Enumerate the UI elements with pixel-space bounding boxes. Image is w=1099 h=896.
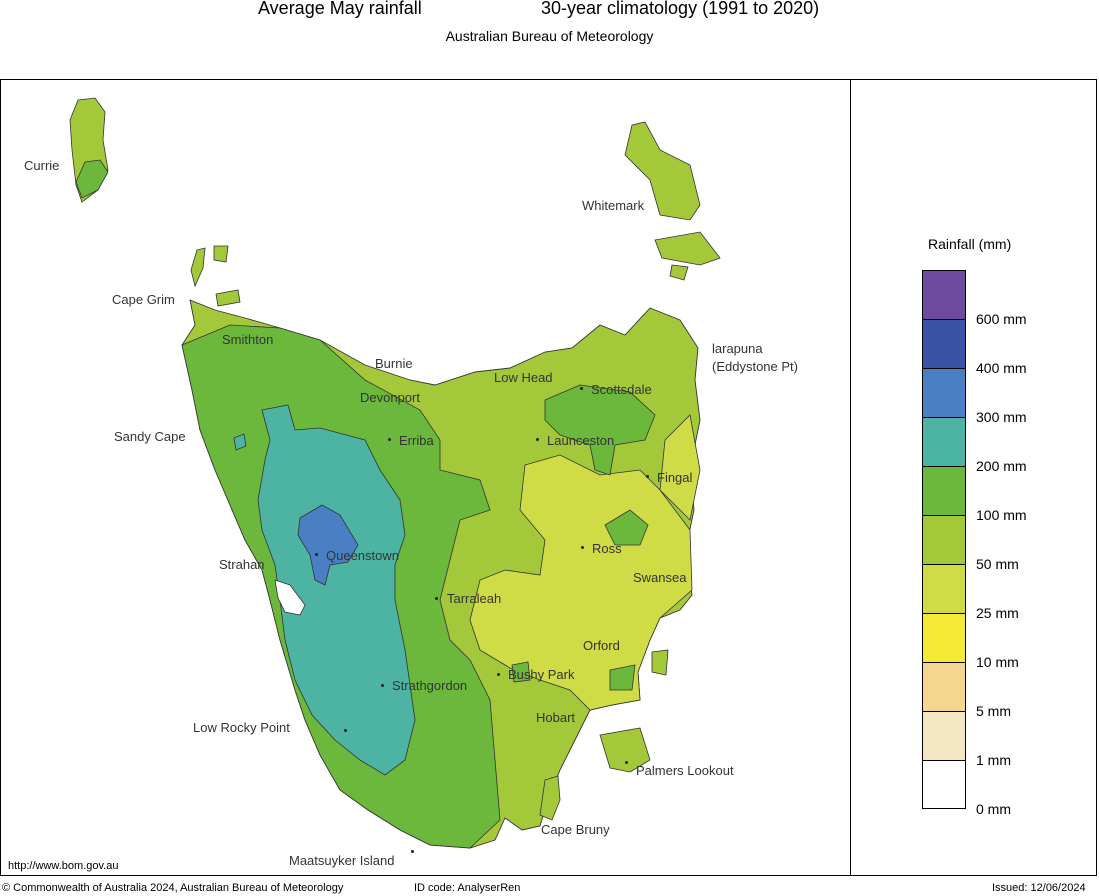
- label-whitemark: Whitemark: [582, 198, 645, 213]
- dot-scottsdale: [580, 387, 583, 390]
- label-scottsdale: Scottsdale: [591, 382, 652, 397]
- legend-label: 400 mm: [976, 360, 1027, 376]
- legend-label: 10 mm: [976, 654, 1019, 670]
- legend-swatch: [922, 466, 966, 515]
- legend-label: 200 mm: [976, 458, 1027, 474]
- label-strahan: Strahan: [219, 557, 265, 572]
- legend-label: 600 mm: [976, 311, 1027, 327]
- legend-label: 300 mm: [976, 409, 1027, 425]
- legend-swatch: [922, 662, 966, 711]
- legend-label: 25 mm: [976, 605, 1019, 621]
- legend-swatch: [922, 564, 966, 613]
- label-orford: Orford: [583, 638, 620, 653]
- id-code: ID code: AnalyserRen: [414, 882, 521, 894]
- dot-maatsuyker-island: [411, 850, 414, 853]
- legend-swatch: [922, 760, 966, 809]
- label-cape-grim: Cape Grim: [112, 292, 175, 307]
- label-devonport: Devonport: [360, 390, 420, 405]
- maria-island: [651, 649, 669, 676]
- dot-ross: [581, 546, 584, 549]
- map-period: 30-year climatology (1991 to 2020): [541, 0, 820, 18]
- label-tarraleah: Tarraleah: [447, 591, 502, 606]
- dot-fingal: [646, 475, 649, 478]
- dot-bushy-park: [497, 673, 500, 676]
- map-frame: [0, 79, 1097, 876]
- map-subtitle: Australian Bureau of Meteorology: [445, 28, 654, 44]
- label-smithton: Smithton: [222, 332, 274, 347]
- dot-erriba: [388, 438, 391, 441]
- zone-300mm: [257, 404, 416, 776]
- zone-200mm-ross: [604, 509, 649, 546]
- label-launceston: Launceston: [547, 433, 615, 448]
- map-title: Average May rainfall: [258, 0, 422, 18]
- dot-palmers-lookout: [625, 761, 628, 764]
- label-low-head: Low Head: [494, 370, 553, 385]
- label-larapuna: larapuna: [712, 341, 763, 356]
- label-low-rocky-point: Low Rocky Point: [193, 720, 290, 735]
- legend-swatch: [922, 515, 966, 564]
- dot-queenstown: [315, 553, 318, 556]
- king-island-200mm: [75, 159, 109, 199]
- tasman-peninsula: [599, 727, 651, 773]
- label-strathgordon: Strathgordon: [392, 678, 468, 693]
- macquarie-harbour: [274, 579, 306, 616]
- label-ross: Ross: [592, 541, 622, 556]
- flinders-island: [624, 121, 701, 221]
- label-swansea: Swansea: [633, 570, 687, 585]
- label-fingal: Fingal: [657, 470, 693, 485]
- legend-label: 5 mm: [976, 703, 1011, 719]
- zone-50mm-east: [659, 414, 701, 521]
- legend-label: 50 mm: [976, 556, 1019, 572]
- label-palmers-lookout: Palmers Lookout: [636, 763, 734, 778]
- cape-barren-island: [654, 231, 721, 266]
- legend-swatch: [922, 711, 966, 760]
- legend-label: 100 mm: [976, 507, 1027, 523]
- dot-launceston: [536, 438, 539, 441]
- label-hobart: Hobart: [536, 710, 576, 725]
- source-url: http://www.bom.gov.au: [8, 860, 119, 872]
- tasmania-rainfall-map: [69, 97, 721, 849]
- zone-200mm-orford: [609, 664, 636, 691]
- bruny-island: [539, 775, 561, 821]
- legend-label: 1 mm: [976, 752, 1011, 768]
- issued-date: Issued: 12/06/2024: [992, 882, 1086, 894]
- legend-swatch: [922, 417, 966, 466]
- legend-divider: [850, 79, 851, 876]
- dot-low-rocky-point: [344, 729, 347, 732]
- label-bushy-park: Bushy Park: [508, 667, 575, 682]
- dot-tarraleah: [435, 597, 438, 600]
- legend-label-bottom: 0 mm: [976, 801, 1011, 817]
- clarke-island: [669, 264, 689, 281]
- legend-swatch: [922, 319, 966, 368]
- zone-200mm-ne: [544, 384, 656, 476]
- legend-swatch: [922, 270, 966, 319]
- label-queenstown: Queenstown: [326, 548, 399, 563]
- legend-swatch: [922, 613, 966, 662]
- dot-strathgordon: [381, 684, 384, 687]
- copyright-text: © Commonwealth of Australia 2024, Austra…: [2, 882, 344, 894]
- zone-400mm: [297, 504, 359, 586]
- legend-title: Rainfall (mm): [928, 236, 1012, 252]
- label-eddystone: (Eddystone Pt): [712, 359, 798, 374]
- label-erriba: Erriba: [399, 433, 434, 448]
- label-maatsuyker-island: Maatsuyker Island: [289, 853, 395, 868]
- label-currie: Currie: [24, 158, 60, 173]
- legend-swatch: [922, 368, 966, 417]
- label-cape-bruny: Cape Bruny: [541, 822, 610, 837]
- label-burnie: Burnie: [375, 356, 413, 371]
- label-sandy-cape: Sandy Cape: [114, 429, 186, 444]
